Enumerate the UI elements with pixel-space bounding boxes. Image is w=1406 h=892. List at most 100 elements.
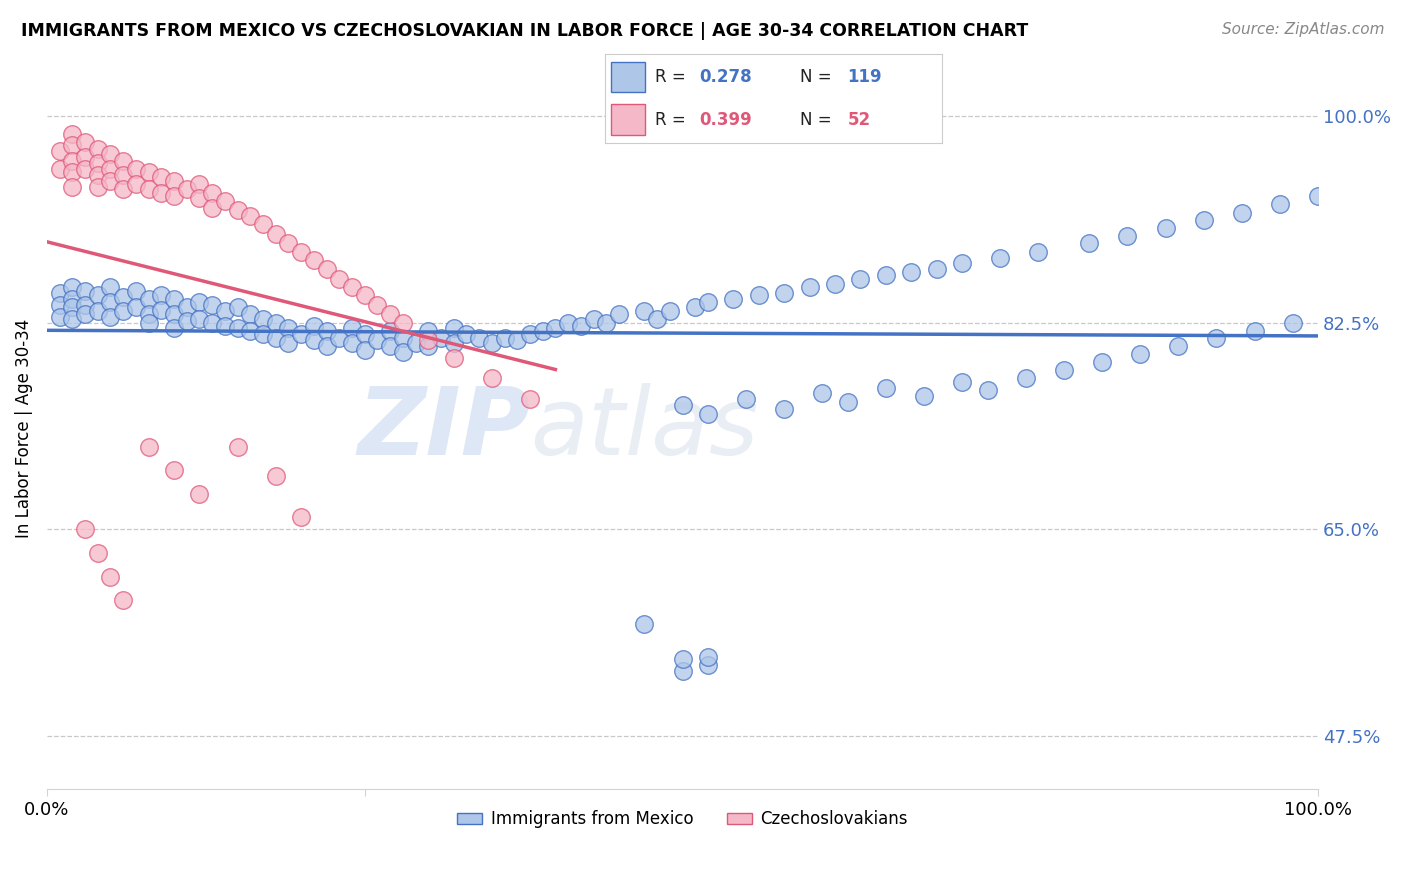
- Point: [163, 463, 186, 477]
- Point: [252, 218, 274, 232]
- Point: [353, 288, 375, 302]
- Point: [125, 284, 148, 298]
- Point: [340, 335, 363, 350]
- Text: Source: ZipAtlas.com: Source: ZipAtlas.com: [1222, 22, 1385, 37]
- Point: [633, 303, 655, 318]
- Point: [150, 288, 173, 302]
- Point: [60, 280, 83, 294]
- Point: [328, 331, 350, 345]
- Point: [443, 321, 465, 335]
- Point: [671, 398, 693, 412]
- Point: [875, 268, 897, 283]
- Point: [519, 392, 541, 407]
- Point: [1268, 197, 1291, 211]
- Point: [239, 324, 262, 338]
- Text: IMMIGRANTS FROM MEXICO VS CZECHOSLOVAKIAN IN LABOR FORCE | AGE 30-34 CORRELATION: IMMIGRANTS FROM MEXICO VS CZECHOSLOVAKIA…: [21, 22, 1028, 40]
- Point: [48, 161, 70, 176]
- Point: [73, 307, 96, 321]
- Point: [405, 335, 427, 350]
- Point: [226, 203, 249, 218]
- Point: [112, 153, 135, 168]
- Point: [60, 312, 83, 326]
- Point: [150, 170, 173, 185]
- Text: 119: 119: [848, 68, 882, 86]
- Point: [100, 174, 122, 188]
- Point: [138, 182, 160, 196]
- Point: [277, 236, 299, 251]
- Point: [188, 487, 211, 501]
- Point: [315, 339, 337, 353]
- Point: [302, 252, 325, 267]
- Point: [277, 335, 299, 350]
- Point: [773, 401, 796, 416]
- Point: [264, 469, 287, 483]
- Point: [264, 316, 287, 330]
- Point: [87, 288, 110, 302]
- Text: atlas: atlas: [530, 384, 758, 475]
- Text: R =: R =: [655, 111, 692, 128]
- Point: [1091, 354, 1114, 368]
- Point: [125, 300, 148, 314]
- Point: [87, 179, 110, 194]
- Point: [73, 522, 96, 536]
- Point: [1230, 205, 1253, 219]
- Point: [73, 284, 96, 298]
- Point: [723, 292, 745, 306]
- Point: [188, 178, 211, 192]
- Point: [557, 316, 579, 330]
- Point: [60, 165, 83, 179]
- Point: [392, 331, 415, 345]
- Point: [60, 179, 83, 194]
- Point: [100, 280, 122, 294]
- Point: [837, 394, 859, 409]
- Point: [811, 386, 834, 401]
- Point: [950, 256, 973, 270]
- Point: [73, 298, 96, 312]
- Point: [468, 331, 491, 345]
- Point: [418, 324, 440, 338]
- Point: [1028, 244, 1050, 259]
- Point: [60, 153, 83, 168]
- Point: [125, 161, 148, 176]
- Point: [150, 186, 173, 200]
- Point: [60, 292, 83, 306]
- Point: [658, 303, 681, 318]
- Point: [315, 324, 337, 338]
- Point: [100, 295, 122, 310]
- Point: [683, 300, 706, 314]
- Point: [1205, 331, 1227, 345]
- Point: [264, 331, 287, 345]
- Point: [697, 407, 720, 421]
- Point: [201, 298, 224, 312]
- Point: [519, 327, 541, 342]
- Point: [188, 192, 211, 206]
- Point: [544, 321, 567, 335]
- Point: [87, 546, 110, 560]
- Point: [976, 383, 998, 397]
- Point: [418, 333, 440, 347]
- Point: [138, 440, 160, 454]
- Point: [697, 658, 720, 673]
- Point: [900, 265, 922, 279]
- Point: [252, 327, 274, 342]
- Point: [60, 138, 83, 153]
- Point: [912, 389, 935, 403]
- Point: [443, 335, 465, 350]
- Point: [607, 307, 630, 321]
- Text: ZIP: ZIP: [357, 383, 530, 475]
- Point: [100, 569, 122, 583]
- Point: [1053, 363, 1076, 377]
- Point: [176, 314, 198, 328]
- Point: [163, 174, 186, 188]
- Point: [48, 310, 70, 324]
- Point: [671, 652, 693, 666]
- Point: [239, 209, 262, 223]
- Point: [849, 272, 872, 286]
- Point: [353, 343, 375, 357]
- Point: [569, 319, 592, 334]
- Point: [226, 321, 249, 335]
- Point: [48, 285, 70, 300]
- Point: [531, 324, 554, 338]
- Point: [290, 244, 312, 259]
- Point: [1116, 229, 1139, 244]
